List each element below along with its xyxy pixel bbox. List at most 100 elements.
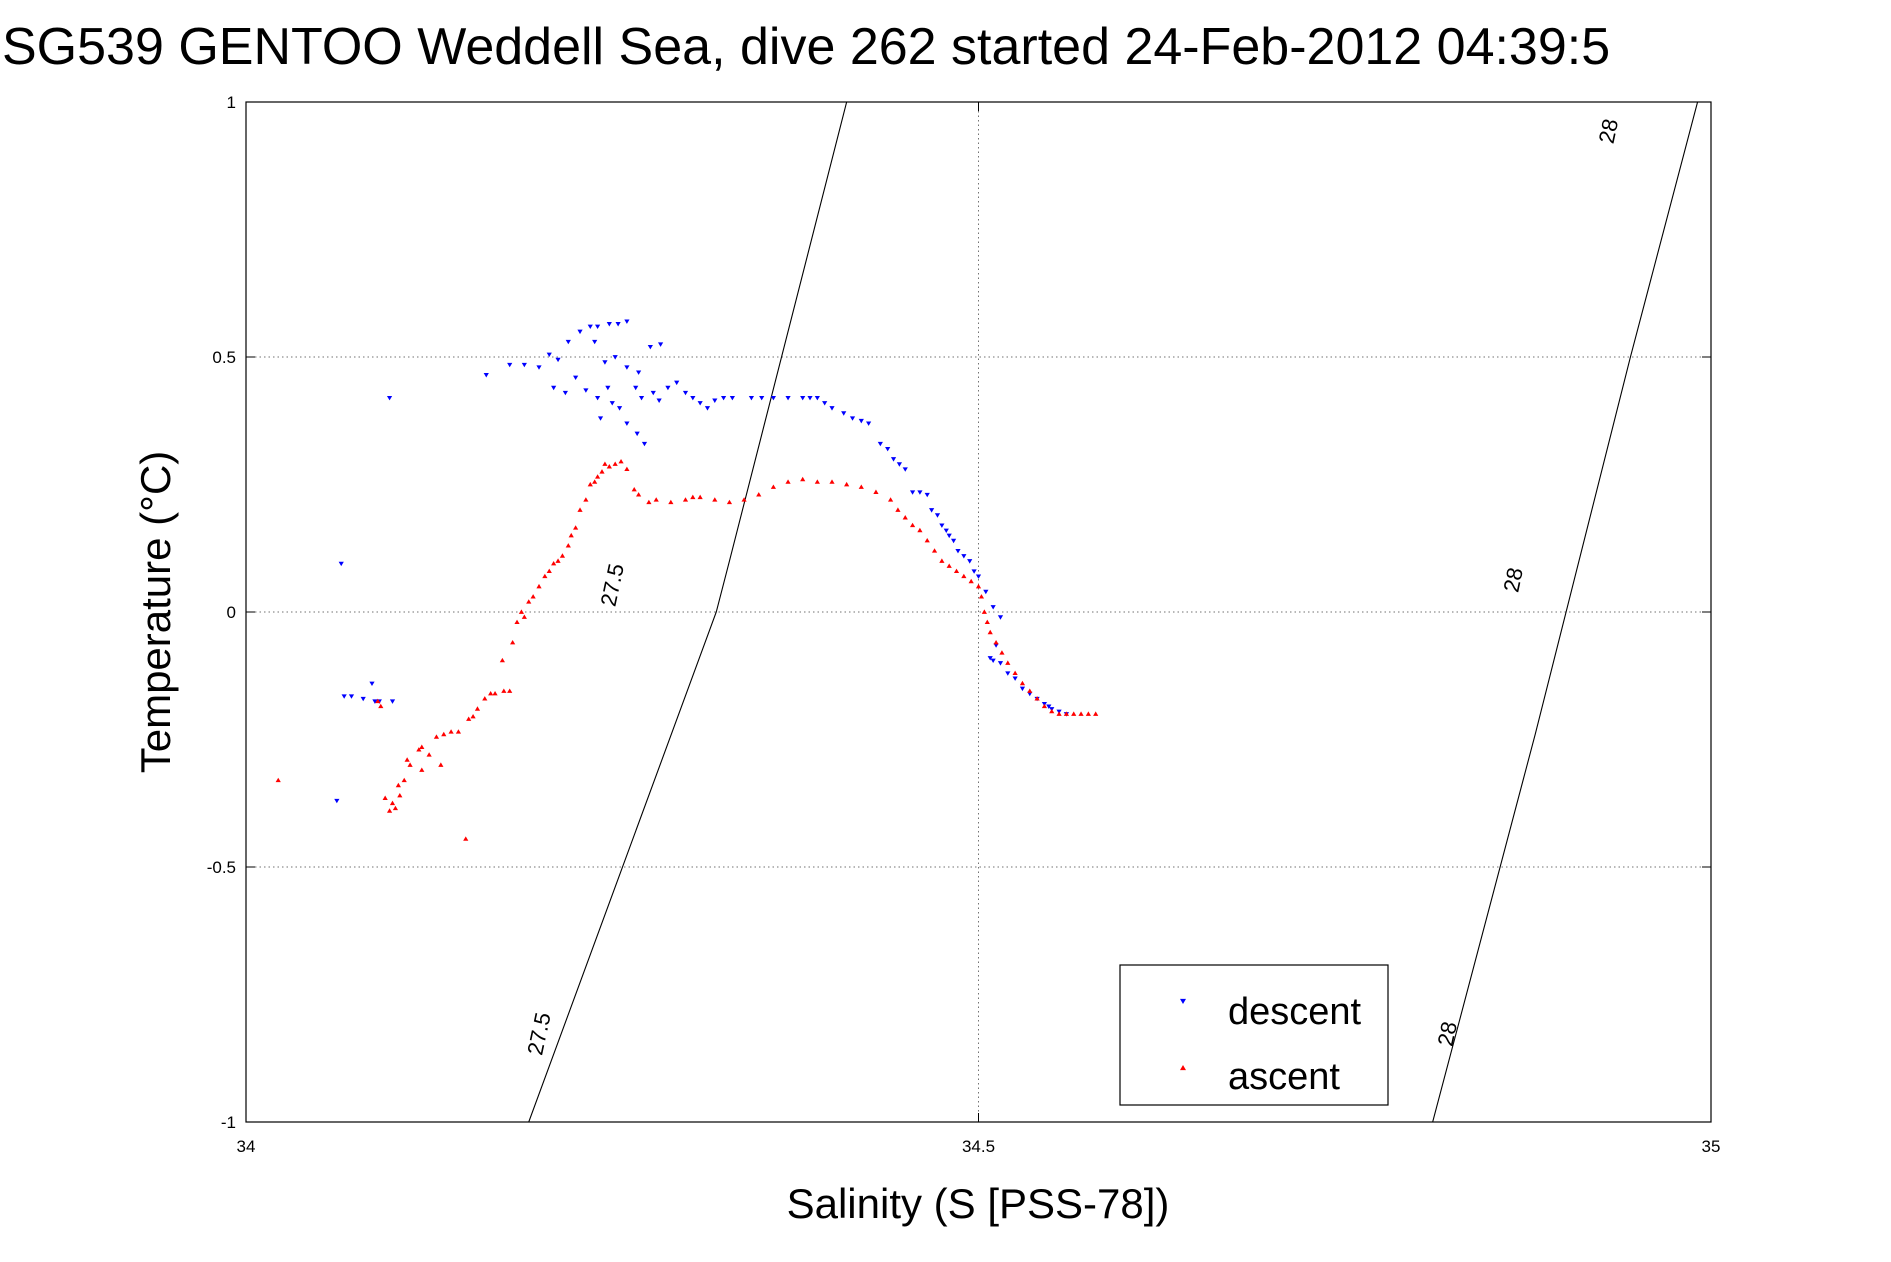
descent-point: [341, 694, 347, 699]
descent-point: [961, 554, 967, 559]
y-tick-label: 0: [227, 603, 236, 622]
descent-point: [605, 385, 611, 391]
ascent-point: [382, 795, 388, 800]
y-axis-title: Temperature (°C): [132, 451, 179, 774]
ascent-point: [395, 782, 401, 788]
ascent-point: [858, 484, 864, 489]
density-contour-line: [1432, 102, 1699, 1122]
ascent-point: [1034, 696, 1040, 701]
descent-point: [521, 362, 527, 368]
descent-point: [993, 643, 999, 648]
descent-point: [583, 388, 589, 393]
legend-box: [1119, 964, 1389, 1106]
descent-point: [885, 446, 891, 452]
descent-point: [967, 559, 973, 564]
ascent-point: [1041, 703, 1048, 709]
ascent-point: [690, 494, 696, 500]
ascent-point: [770, 484, 776, 489]
ascent-point: [542, 573, 548, 579]
ascent-point: [697, 494, 703, 500]
ascent-point: [814, 479, 820, 484]
axis-ticks: 34 34.5 35 -1 -0.5 0 0.5 1: [207, 93, 1721, 1156]
ascent-point: [441, 731, 447, 737]
descent-point: [650, 390, 656, 396]
descent-point: [624, 319, 630, 324]
legend: descent ascent: [1119, 964, 1389, 1106]
ascent-point: [668, 499, 674, 505]
ascent-point: [968, 578, 974, 584]
descent-point: [950, 538, 957, 544]
contour-label: 27.5: [596, 561, 629, 608]
legend-descent-label: descent: [1228, 991, 1362, 1033]
ascent-point: [939, 558, 945, 563]
descent-point: [573, 375, 579, 380]
ascent-point: [931, 548, 938, 553]
descent-point: [682, 390, 689, 396]
descent-point: [997, 661, 1004, 666]
ascent-point: [419, 767, 425, 772]
ascent-point: [455, 729, 462, 734]
ascent-point: [492, 691, 498, 696]
descent-point: [971, 569, 977, 574]
descent-point: [624, 421, 630, 426]
descent-point: [990, 658, 996, 664]
descent-point: [615, 322, 621, 327]
ascent-point: [618, 458, 624, 464]
descent-point: [841, 411, 847, 416]
ascent-point: [404, 757, 410, 762]
descent-point: [866, 421, 872, 426]
ascent-point: [407, 762, 413, 767]
contour-label: 27.5: [522, 1010, 555, 1057]
ascent-point: [551, 560, 557, 566]
ascent-point: [1049, 708, 1055, 714]
y-tick-label: 1: [227, 93, 236, 112]
ascent-point: [873, 489, 879, 494]
descent-series: [334, 319, 1069, 804]
descent-point: [616, 406, 623, 411]
descent-point: [934, 513, 941, 518]
ascent-point: [595, 474, 601, 479]
ascent-point: [546, 568, 552, 574]
descent-point: [946, 533, 952, 539]
legend-descent-marker: [1180, 998, 1186, 1004]
descent-point: [612, 355, 618, 360]
descent-point: [389, 699, 396, 704]
ascent-point: [438, 762, 444, 767]
ascent-point: [401, 777, 407, 783]
ascent-point: [275, 777, 281, 783]
ascent-point: [1019, 680, 1026, 686]
descent-point: [386, 395, 393, 401]
ascent-point: [975, 583, 982, 589]
ascent-point: [756, 492, 762, 497]
descent-point: [720, 395, 727, 401]
ascent-point: [536, 583, 542, 589]
descent-point: [597, 416, 604, 421]
descent-point: [674, 380, 680, 386]
ascent-point: [909, 522, 916, 528]
ascent-point: [419, 744, 425, 749]
ascent-point: [984, 619, 990, 625]
ascent-point: [466, 716, 472, 721]
ascent-point: [612, 461, 618, 466]
ascent-point: [488, 691, 494, 696]
ascent-point: [378, 703, 384, 709]
ascent-series: [275, 458, 1099, 841]
ascent-point: [844, 481, 850, 487]
descent-point: [633, 385, 639, 391]
y-tick-label: 0.5: [212, 348, 236, 367]
descent-point: [592, 339, 598, 345]
descent-point: [987, 656, 993, 661]
descent-point: [829, 406, 835, 411]
descent-point: [955, 548, 961, 554]
ascent-point: [510, 640, 516, 645]
ascent-point: [397, 793, 403, 798]
descent-point: [546, 352, 552, 358]
descent-point: [943, 528, 949, 533]
descent-point: [939, 523, 945, 528]
descent-point: [849, 416, 856, 421]
x-tick-label: 35: [1702, 1137, 1721, 1156]
ascent-point: [555, 558, 561, 563]
ascent-point: [592, 479, 598, 484]
ascent-point: [474, 706, 481, 711]
ascent-point: [568, 532, 574, 538]
